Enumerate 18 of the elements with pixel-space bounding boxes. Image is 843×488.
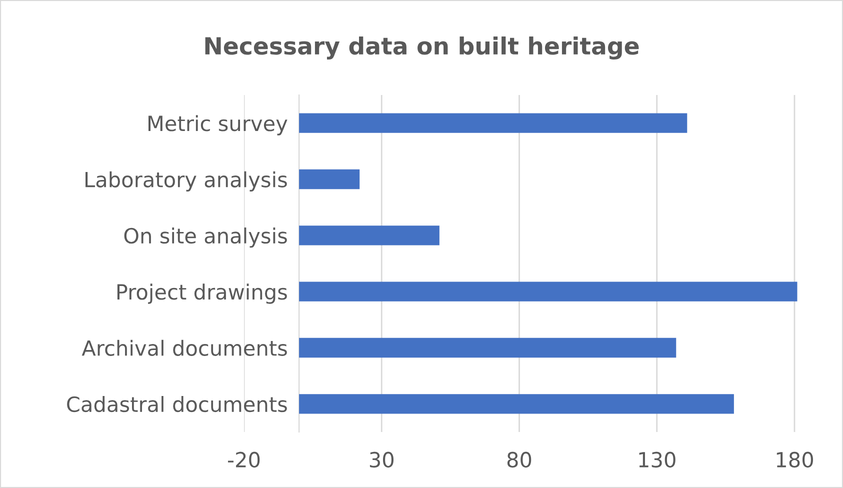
x-tick-label: -20: [228, 452, 260, 468]
x-tick-label: 30: [370, 452, 394, 468]
bar: [299, 282, 798, 302]
bar: [299, 226, 440, 246]
bar: [299, 394, 734, 414]
bar: [299, 169, 360, 190]
x-tick-label: 80: [507, 452, 532, 468]
y-tick-label: Archival documents: [82, 340, 287, 356]
y-tick-label: Project drawings: [117, 284, 287, 304]
x-tick-label: 180: [776, 452, 813, 468]
y-tick-label: On site analysis: [124, 228, 287, 248]
y-tick-label: Laboratory analysis: [86, 171, 287, 192]
x-tick-label: 130: [639, 452, 676, 468]
y-tick-label: Metric survey: [148, 115, 288, 136]
y-tick-label: Cadastral documents: [67, 396, 287, 412]
bar: [299, 113, 688, 133]
bar: [299, 338, 676, 358]
chart-title: Necessary data on built heritage: [205, 36, 639, 60]
